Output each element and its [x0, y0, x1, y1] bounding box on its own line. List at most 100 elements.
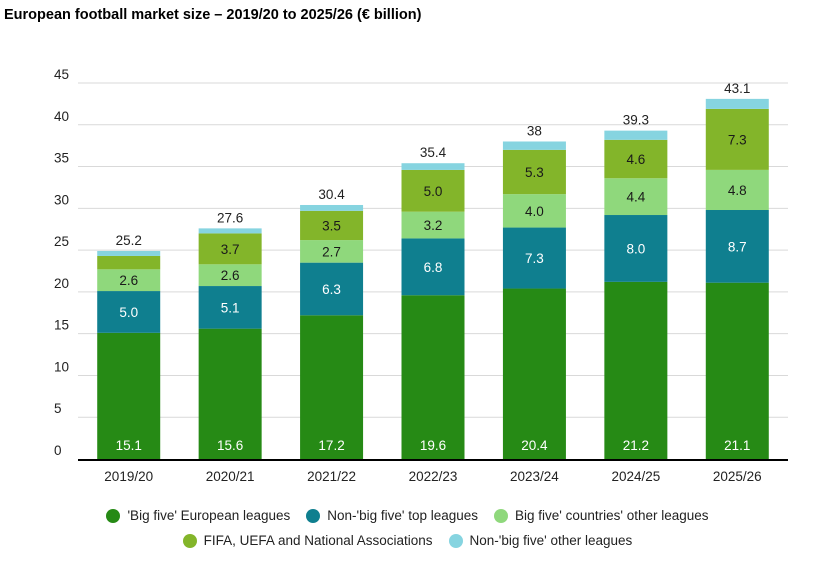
data-label: 7.3 — [525, 251, 544, 266]
bar-segment — [198, 264, 262, 287]
bar-segment — [502, 288, 566, 459]
legend-swatch-non-big-five-top — [306, 508, 321, 523]
data-label: 15.6 — [217, 438, 243, 453]
bar-segment — [604, 139, 668, 179]
data-label: 4.4 — [626, 190, 645, 205]
data-label: 19.6 — [420, 438, 446, 453]
data-label: 8.7 — [728, 239, 747, 254]
x-tick-label: 2019/20 — [104, 469, 153, 484]
total-label: 43.1 — [724, 81, 750, 96]
data-label: 21.2 — [623, 438, 649, 453]
data-label: 3.5 — [322, 218, 341, 233]
legend-row-2: FIFA, UEFA and National Associations Non… — [0, 533, 815, 548]
legend-swatch-fifa-uefa — [182, 533, 197, 548]
bar-segment — [604, 178, 668, 216]
y-tick-label: 30 — [54, 192, 69, 207]
bar-segment — [705, 98, 769, 109]
x-tick-label: 2025/26 — [713, 469, 762, 484]
legend-swatch-big-five — [106, 508, 121, 523]
bar-segment — [604, 215, 668, 282]
data-label: 2.7 — [322, 244, 341, 259]
legend-swatch-big-five-other — [494, 508, 508, 523]
bar-segment — [401, 295, 465, 459]
bar-segment — [705, 108, 769, 170]
y-tick-label: 15 — [54, 318, 69, 333]
bar-segment — [705, 210, 769, 283]
legend-label-big-five: 'Big five' European leagues — [127, 508, 291, 523]
total-label: 27.6 — [217, 210, 243, 225]
y-tick-label: 45 — [54, 67, 69, 82]
data-label: 5.0 — [119, 305, 138, 320]
bar-segment — [198, 233, 262, 265]
y-tick-label: 40 — [54, 109, 69, 124]
x-tick-label: 2022/23 — [409, 469, 458, 484]
legend-row-1: 'Big five' European leagues Non-'big fiv… — [0, 508, 815, 523]
total-label: 39.3 — [623, 113, 649, 128]
bar-segment — [502, 194, 566, 228]
bar-segment — [401, 169, 465, 212]
legend-swatch-non-big-five-other — [448, 533, 463, 548]
bar-segment — [198, 286, 262, 329]
bar-segment — [300, 210, 364, 241]
data-label: 2.6 — [221, 268, 240, 283]
legend-item-big-five-other: Big five' countries' other leagues — [494, 508, 709, 523]
x-tick-label: 2023/24 — [510, 469, 559, 484]
data-label: 8.0 — [626, 241, 645, 256]
bar-segment — [97, 250, 161, 256]
x-tick-label: 2024/25 — [611, 469, 660, 484]
data-label: 20.4 — [521, 438, 548, 453]
legend-label-non-big-five-other: Non-'big five' other leagues — [469, 533, 633, 548]
data-label: 5.0 — [424, 184, 443, 199]
bar-segment — [604, 281, 668, 459]
bar-segment — [604, 130, 668, 140]
bar-segment — [401, 163, 465, 170]
bar-segment — [198, 228, 262, 234]
bar-segment — [300, 240, 364, 263]
y-tick-label: 5 — [54, 401, 62, 416]
legend-label-fifa-uefa: FIFA, UEFA and National Associations — [203, 533, 433, 548]
data-label: 2.6 — [119, 273, 138, 288]
bar-segment — [502, 149, 566, 195]
data-label: 4.0 — [525, 204, 544, 219]
bar-segment — [401, 211, 465, 239]
data-label: 4.6 — [626, 152, 645, 167]
bar-segment — [705, 282, 769, 459]
x-tick-label: 2020/21 — [206, 469, 255, 484]
bar-segment — [97, 255, 161, 270]
y-tick-label: 25 — [54, 234, 69, 249]
total-label: 30.4 — [318, 187, 345, 202]
bar-segment — [300, 204, 364, 211]
data-label: 3.2 — [424, 218, 443, 233]
bar-segment — [198, 328, 262, 459]
legend-item-non-big-five-top: Non-'big five' top leagues — [306, 508, 478, 523]
bar-segment — [502, 227, 566, 289]
legend-item-big-five: 'Big five' European leagues — [106, 508, 290, 523]
bar-segment — [300, 262, 364, 316]
legend-label-non-big-five-top: Non-'big five' top leagues — [327, 508, 478, 523]
x-tick-label: 2021/22 — [307, 469, 356, 484]
total-label: 25.2 — [116, 233, 142, 248]
data-label: 7.3 — [728, 132, 747, 147]
bar-segment — [97, 269, 161, 292]
legend-item-non-big-five-other: Non-'big five' other leagues — [448, 533, 633, 548]
bar-segment — [97, 332, 161, 459]
data-label: 21.1 — [724, 438, 750, 453]
bar-segment — [401, 238, 465, 296]
data-label: 4.8 — [728, 183, 747, 198]
legend-label-big-five-other: Big five' countries' other leagues — [515, 508, 709, 523]
data-label: 6.8 — [424, 260, 443, 275]
bar-segment — [705, 169, 769, 211]
data-label: 6.3 — [322, 282, 341, 297]
y-tick-label: 10 — [54, 359, 69, 374]
legend-item-fifa-uefa: FIFA, UEFA and National Associations — [182, 533, 433, 548]
data-label: 5.3 — [525, 165, 544, 180]
bar-segment — [97, 291, 161, 333]
data-label: 5.1 — [221, 300, 240, 315]
total-label: 38 — [527, 123, 542, 138]
chart-title: European football market size – 2019/20 … — [4, 7, 422, 23]
bar-segment — [300, 315, 364, 459]
data-label: 15.1 — [116, 438, 142, 453]
y-tick-label: 0 — [54, 443, 62, 458]
data-label: 17.2 — [318, 438, 344, 453]
stacked-bar-chart: 0 5 10 15 20 25 30 35 40 45 15.1 5.0 2.6 25.2 2019/20 1… — [54, 67, 788, 484]
